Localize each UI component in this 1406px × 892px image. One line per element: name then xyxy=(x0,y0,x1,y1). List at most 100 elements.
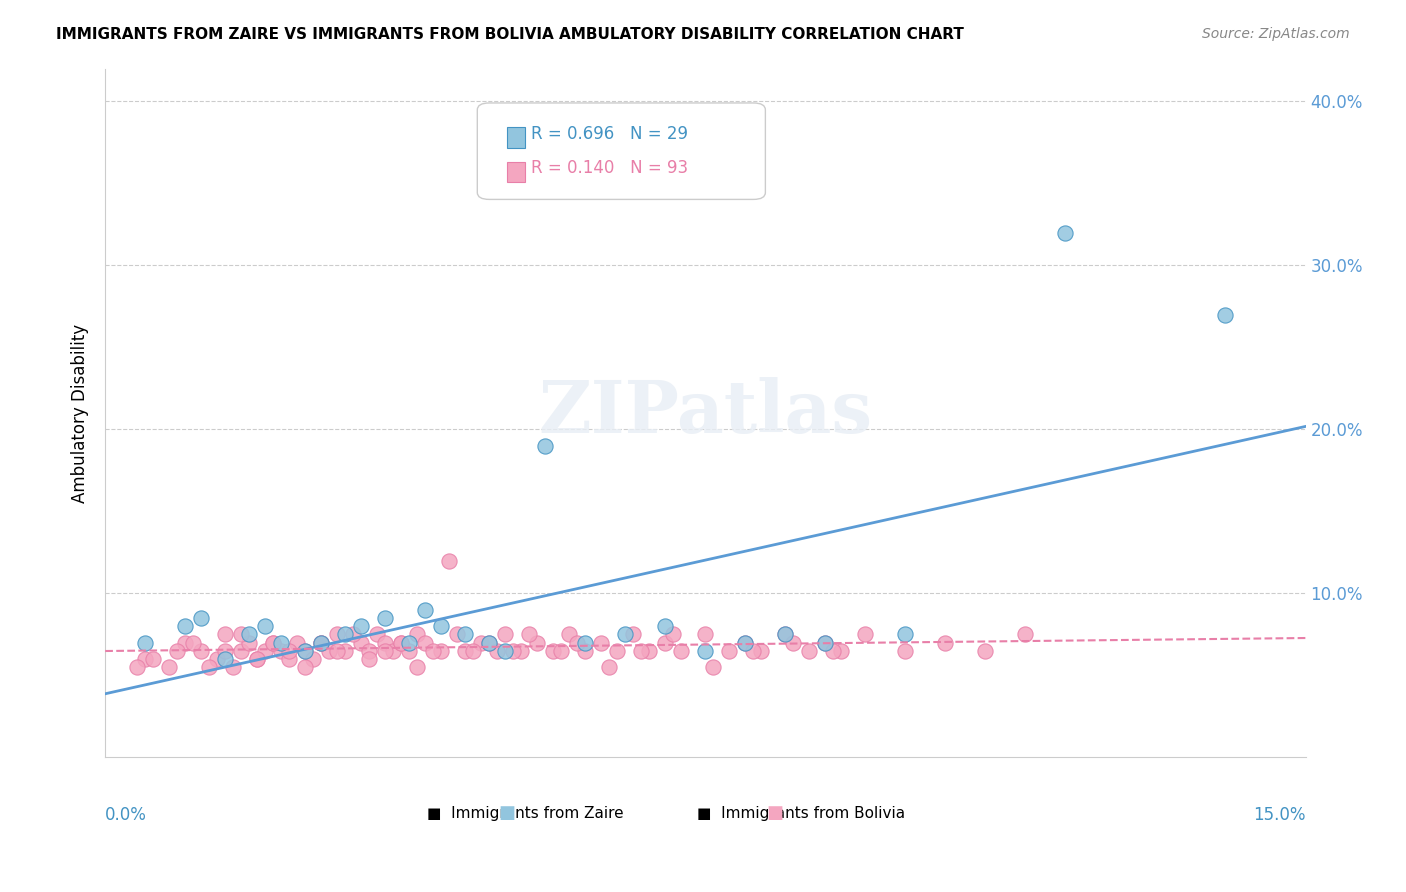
Text: Source: ZipAtlas.com: Source: ZipAtlas.com xyxy=(1202,27,1350,41)
Point xyxy=(231,627,253,641)
Point xyxy=(510,644,533,658)
Y-axis label: Ambulatory Disability: Ambulatory Disability xyxy=(72,324,89,502)
Point xyxy=(454,644,477,658)
Point xyxy=(413,635,436,649)
Point xyxy=(335,627,357,641)
Point xyxy=(550,644,572,658)
Point xyxy=(190,611,212,625)
Text: 0.0%: 0.0% xyxy=(105,805,148,823)
Point xyxy=(302,652,325,666)
Text: ■  Immigrants from Zaire: ■ Immigrants from Zaire xyxy=(427,805,624,821)
Point xyxy=(695,627,717,641)
Point xyxy=(486,644,509,658)
Point xyxy=(374,611,396,625)
Point xyxy=(526,635,548,649)
Point xyxy=(207,652,229,666)
Point xyxy=(830,644,852,658)
Bar xyxy=(508,127,526,148)
Point xyxy=(775,627,797,641)
Point xyxy=(782,635,804,649)
Point xyxy=(478,635,501,649)
Point xyxy=(246,652,269,666)
Point xyxy=(855,627,877,641)
Point xyxy=(285,635,308,649)
Point xyxy=(671,644,693,658)
Point xyxy=(621,627,644,641)
Text: ■: ■ xyxy=(499,804,516,822)
Point xyxy=(574,635,596,649)
Point xyxy=(422,644,444,658)
Point xyxy=(934,635,956,649)
Point xyxy=(181,635,204,649)
Point xyxy=(326,627,349,641)
Text: R = 0.696   N = 29: R = 0.696 N = 29 xyxy=(531,125,689,143)
Point xyxy=(814,635,837,649)
Point xyxy=(366,627,388,641)
Point xyxy=(478,635,501,649)
Point xyxy=(1215,308,1237,322)
Point xyxy=(799,644,821,658)
Point xyxy=(389,635,412,649)
Point xyxy=(406,627,429,641)
Point xyxy=(454,627,477,641)
Point xyxy=(309,635,332,649)
Point xyxy=(174,635,197,649)
Text: R = 0.140   N = 93: R = 0.140 N = 93 xyxy=(531,160,689,178)
Point xyxy=(359,652,381,666)
Point xyxy=(718,644,741,658)
Point xyxy=(309,635,332,649)
Point xyxy=(695,644,717,658)
Point xyxy=(214,627,236,641)
Point xyxy=(270,635,292,649)
Point xyxy=(294,644,316,658)
Point xyxy=(231,644,253,658)
Point xyxy=(294,660,316,674)
Point xyxy=(350,635,373,649)
Point xyxy=(430,619,453,633)
Point xyxy=(654,619,676,633)
Point xyxy=(350,619,373,633)
Point xyxy=(494,644,516,658)
Point xyxy=(374,644,396,658)
Point xyxy=(309,635,332,649)
Point xyxy=(534,439,557,453)
Point xyxy=(294,644,316,658)
Point xyxy=(134,635,156,649)
Point xyxy=(734,635,756,649)
Text: ZIPatlas: ZIPatlas xyxy=(538,377,873,449)
Point xyxy=(702,660,724,674)
Point xyxy=(591,635,613,649)
Point xyxy=(406,660,429,674)
Point xyxy=(430,644,453,658)
Point xyxy=(502,644,524,658)
Point xyxy=(517,627,540,641)
Point xyxy=(254,644,277,658)
Point xyxy=(127,660,149,674)
Point xyxy=(198,660,221,674)
Bar xyxy=(508,161,526,182)
Point xyxy=(598,660,620,674)
Point xyxy=(262,635,284,649)
Point xyxy=(326,644,349,658)
Point xyxy=(567,635,589,649)
Point xyxy=(374,635,396,649)
Point xyxy=(470,635,492,649)
Point xyxy=(270,644,292,658)
Point xyxy=(157,660,180,674)
Point xyxy=(190,644,212,658)
Point xyxy=(814,635,837,649)
Point xyxy=(638,644,661,658)
Point xyxy=(463,644,485,658)
Point xyxy=(335,644,357,658)
Point xyxy=(214,644,236,658)
Point xyxy=(278,644,301,658)
Point xyxy=(446,627,468,641)
Point xyxy=(214,652,236,666)
Point xyxy=(318,644,340,658)
Point xyxy=(654,635,676,649)
Point xyxy=(742,644,765,658)
Point xyxy=(174,619,197,633)
Point xyxy=(238,635,260,649)
Point xyxy=(166,644,188,658)
Point xyxy=(1014,627,1036,641)
